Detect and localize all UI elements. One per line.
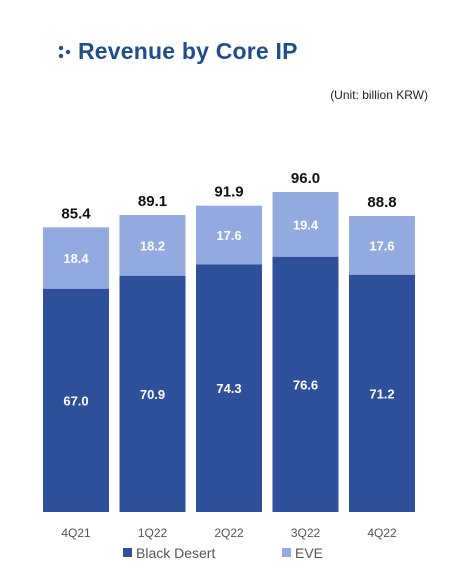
total-label-4Q22: 88.8 — [367, 194, 396, 211]
data-label-black-desert-2Q22: 74.3 — [216, 381, 241, 396]
data-label-eve-2Q22: 17.6 — [216, 228, 241, 243]
data-label-eve-4Q22: 17.6 — [369, 238, 394, 253]
data-label-black-desert-4Q21: 67.0 — [63, 393, 88, 408]
data-label-eve-3Q22: 19.4 — [293, 217, 319, 232]
bar-black-desert-2Q22 — [196, 264, 262, 512]
total-label-1Q22: 89.1 — [138, 193, 167, 210]
bar-black-desert-1Q22 — [119, 275, 186, 512]
data-label-eve-1Q22: 18.2 — [140, 238, 165, 253]
unit-note: (Unit: billion KRW) — [330, 88, 428, 102]
bullet-dots-icon — [58, 45, 71, 58]
x-tick-label-1Q22: 1Q22 — [138, 526, 168, 540]
legend-label-eve: EVE — [295, 545, 323, 561]
legend-swatch-eve — [282, 548, 291, 557]
data-label-black-desert-4Q22: 71.2 — [369, 386, 394, 401]
bar-eve-4Q21 — [43, 227, 109, 289]
data-label-black-desert-1Q22: 70.9 — [140, 387, 165, 402]
x-tick-label-4Q21: 4Q21 — [61, 526, 91, 540]
bar-black-desert-4Q21 — [43, 288, 109, 512]
bar-black-desert-4Q22 — [349, 274, 415, 512]
legend-swatch-black-desert — [123, 548, 132, 557]
data-label-black-desert-3Q22: 76.6 — [293, 377, 318, 392]
x-tick-label-4Q22: 4Q22 — [367, 526, 397, 540]
bar-black-desert-3Q22 — [272, 256, 339, 512]
bar-eve-2Q22 — [196, 205, 262, 265]
bar-eve-1Q22 — [119, 215, 186, 276]
data-label-eve-4Q21: 18.4 — [63, 251, 89, 266]
chart-title: Revenue by Core IP — [78, 38, 298, 64]
chart-title-row: Revenue by Core IP — [58, 38, 298, 65]
bar-eve-3Q22 — [272, 192, 339, 257]
total-label-2Q22: 91.9 — [214, 184, 243, 201]
x-tick-label-2Q22: 2Q22 — [214, 526, 244, 540]
x-tick-label-3Q22: 3Q22 — [291, 526, 321, 540]
bar-eve-4Q22 — [349, 216, 415, 275]
total-label-3Q22: 96.0 — [291, 170, 320, 187]
total-label-4Q21: 85.4 — [61, 205, 91, 222]
legend-label-black-desert: Black Desert — [136, 545, 215, 561]
